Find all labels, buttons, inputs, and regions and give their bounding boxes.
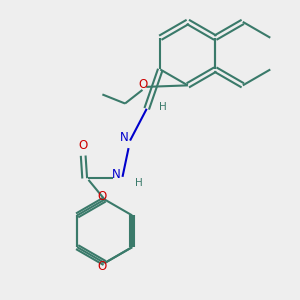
Text: O: O [98, 260, 107, 272]
Text: H: H [160, 102, 167, 112]
Text: O: O [139, 78, 148, 91]
Text: N: N [120, 131, 128, 144]
Text: H: H [135, 178, 143, 188]
Text: O: O [98, 190, 107, 203]
Text: O: O [79, 139, 88, 152]
Text: N: N [112, 168, 121, 181]
